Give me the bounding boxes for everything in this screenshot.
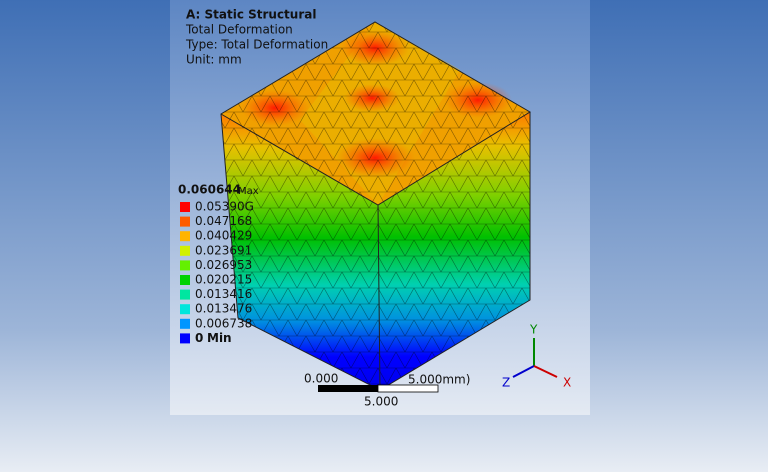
legend-min-value: 0 (195, 331, 203, 345)
legend: 0.060644 Max 0.05390G0.0471680.0404290.0… (178, 183, 259, 345)
legend-label: 0.023691 (195, 243, 252, 257)
subtitle: Total Deformation (185, 23, 293, 37)
legend-max-value: 0.060644 (178, 183, 241, 197)
axis-z: Z (502, 376, 510, 390)
legend-swatch (180, 202, 190, 212)
legend-swatch (180, 245, 190, 256)
legend-swatch (180, 333, 190, 344)
axis-x: X (563, 376, 571, 390)
legend-swatch (180, 231, 190, 242)
axis-y: Y (529, 323, 538, 337)
legend-swatch (180, 275, 190, 285)
legend-label: 0.040429 (195, 229, 252, 243)
legend-max-label: Max (238, 186, 259, 197)
unit: Unit: mm (186, 53, 242, 67)
legend-swatch (180, 318, 190, 329)
legend-swatch (180, 304, 190, 315)
scale-bottom: 5.000 (364, 395, 398, 409)
legend-label: 0.047168 (195, 214, 252, 228)
legend-label: 0.020215 (195, 273, 252, 287)
legend-label: 0.026953 (195, 258, 252, 272)
legend-label: 0.05390G (195, 200, 254, 214)
legend-label: 0.013476 (195, 302, 252, 316)
legend-label: 0.006738 (195, 316, 252, 330)
legend-label: 0.013416 (195, 287, 252, 301)
title: A: Static Structural (186, 8, 316, 22)
result-type: Type: Total Deformation (185, 38, 328, 52)
triad: Y Z X (502, 323, 571, 390)
legend-swatch (180, 289, 190, 300)
model (220, 21, 531, 391)
legend-swatch (180, 260, 190, 271)
scale-end: 5.000mm) (408, 373, 470, 387)
legend-swatch (180, 216, 190, 227)
scale-bar: 0.000 5.000mm) 5.000 (304, 372, 470, 409)
legend-min-label: Min (207, 331, 232, 345)
scale-start: 0.000 (304, 372, 338, 386)
